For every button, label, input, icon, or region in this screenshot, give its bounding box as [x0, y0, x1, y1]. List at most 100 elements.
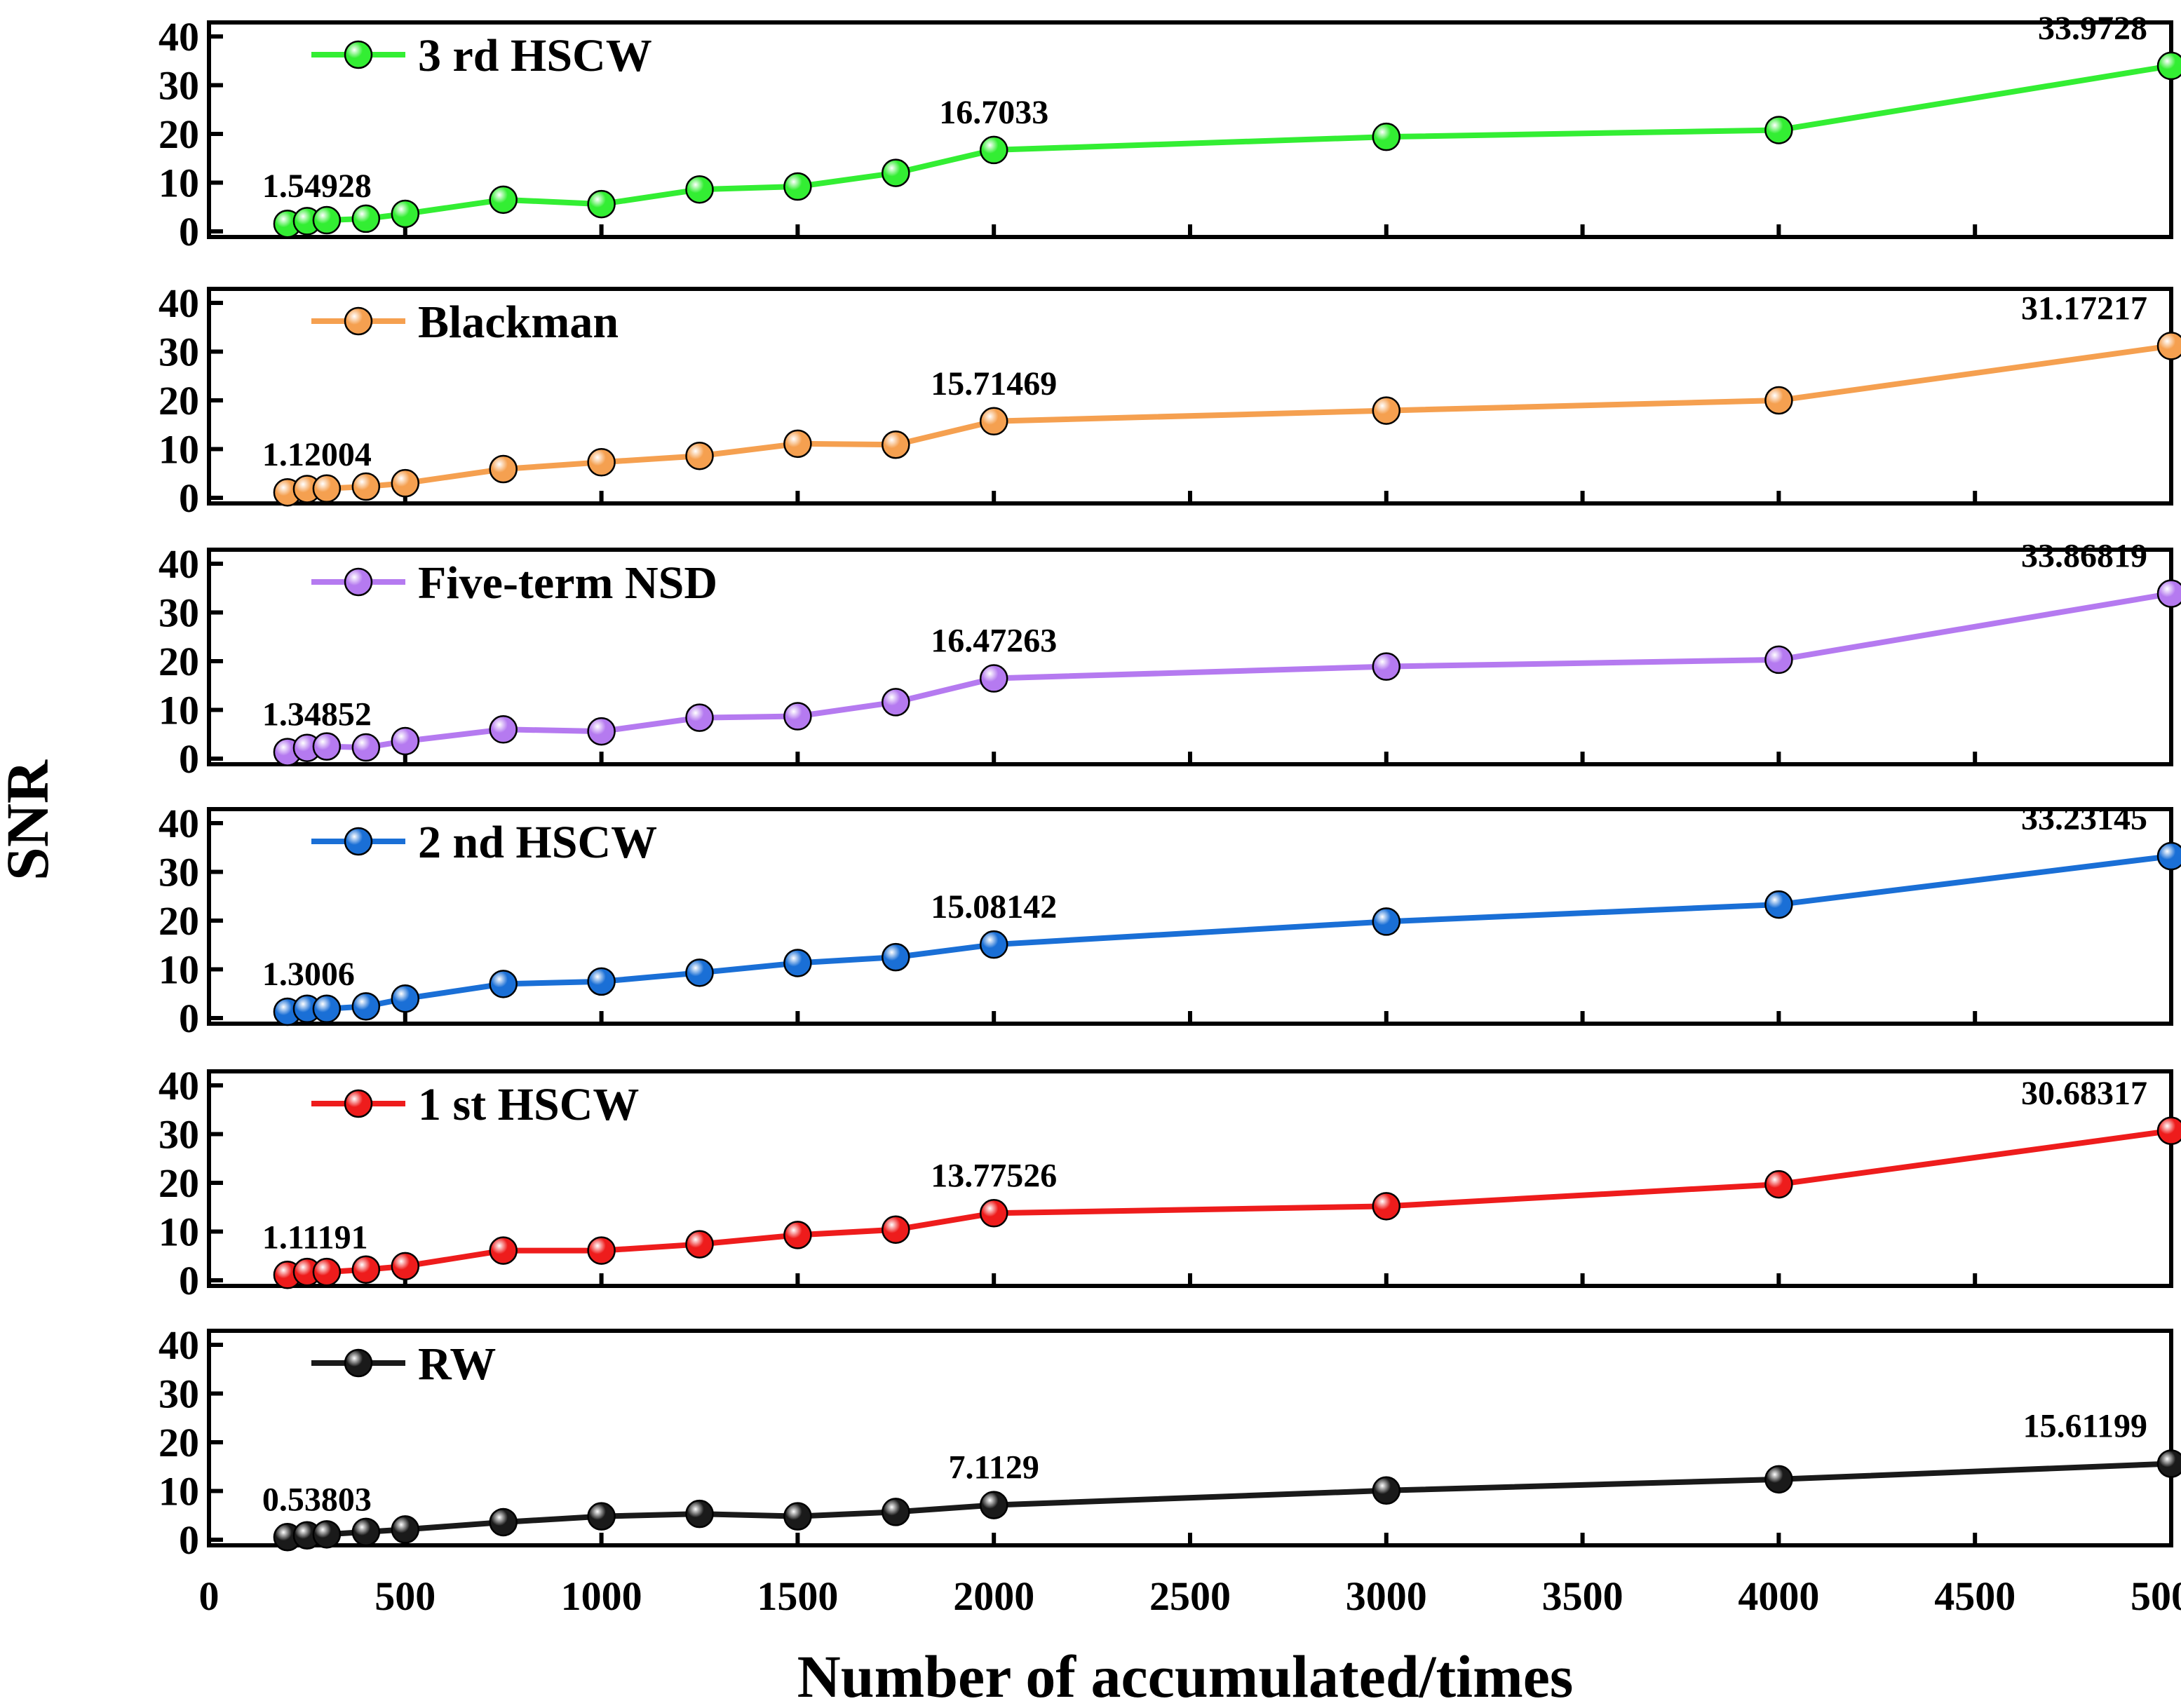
data-point — [1372, 652, 1401, 681]
data-label: 1.11191 — [262, 1219, 368, 1256]
data-point — [783, 172, 812, 201]
data-point — [979, 930, 1008, 959]
x-tick-label: 4500 — [1934, 1573, 2015, 1619]
data-point — [1372, 122, 1401, 151]
legend-label: 3 rd HSCW — [418, 30, 652, 81]
legend-label: 2 nd HSCW — [418, 817, 657, 868]
y-tick-label: 40 — [158, 1322, 199, 1368]
legend-marker — [344, 827, 373, 856]
data-point — [783, 702, 812, 731]
data-point — [882, 1215, 910, 1244]
y-tick-label: 0 — [179, 996, 199, 1041]
data-label: 1.54928 — [262, 168, 372, 205]
y-tick-label: 40 — [158, 14, 199, 60]
data-point — [2156, 1449, 2181, 1478]
x-tick-label: 1000 — [561, 1573, 642, 1619]
series-line — [287, 590, 2172, 755]
data-point — [1764, 1465, 1793, 1494]
x-tick-label: 2500 — [1149, 1573, 1231, 1619]
data-label: 15.08142 — [931, 888, 1057, 926]
y-tick-label: 40 — [158, 280, 199, 326]
data-point — [312, 1520, 342, 1549]
y-tick-label: 10 — [158, 1209, 199, 1255]
data-point — [685, 175, 714, 204]
data-point — [882, 942, 910, 972]
data-point — [312, 732, 342, 761]
y-tick-label: 20 — [158, 1420, 199, 1465]
y-tick-label: 40 — [158, 541, 199, 587]
data-point — [979, 1199, 1008, 1228]
data-point — [489, 970, 518, 998]
data-point — [587, 717, 616, 746]
data-point — [351, 204, 381, 233]
y-tick-label: 30 — [158, 63, 199, 109]
data-point — [1764, 890, 1793, 919]
data-point — [783, 949, 812, 977]
data-point — [1764, 1170, 1793, 1199]
series-line — [287, 1127, 2172, 1278]
data-label: 13.77526 — [931, 1157, 1057, 1194]
data-point — [391, 1252, 420, 1281]
data-point — [783, 1502, 812, 1531]
data-point — [587, 1236, 616, 1265]
data-label: 33.86819 — [2021, 538, 2147, 575]
data-point — [1372, 907, 1401, 936]
data-label: 33.23145 — [2021, 800, 2147, 837]
data-point — [979, 1491, 1008, 1519]
data-point — [2156, 1116, 2181, 1145]
data-point — [391, 1515, 420, 1544]
data-point — [312, 994, 342, 1024]
data-label: 15.71469 — [931, 365, 1057, 402]
data-point — [979, 135, 1008, 165]
data-point — [312, 1257, 342, 1287]
data-point — [1764, 645, 1793, 675]
y-tick-label: 20 — [158, 639, 199, 684]
data-point — [685, 441, 714, 470]
y-tick-label: 20 — [158, 111, 199, 157]
data-point — [882, 1498, 910, 1526]
data-point — [391, 199, 420, 229]
data-point — [587, 1502, 616, 1531]
series-line — [287, 343, 2172, 496]
legend-label: Blackman — [418, 297, 619, 348]
y-tick-label: 0 — [179, 1258, 199, 1303]
data-point — [685, 1499, 714, 1529]
data-point — [351, 1255, 381, 1284]
legend-marker — [344, 567, 373, 597]
data-point — [685, 703, 714, 732]
data-label: 33.9728 — [2038, 10, 2147, 47]
data-point — [882, 688, 910, 717]
data-point — [489, 1236, 518, 1265]
data-point — [312, 205, 342, 235]
y-tick-label: 20 — [158, 898, 199, 944]
y-tick-label: 20 — [158, 378, 199, 423]
data-point — [2156, 51, 2181, 81]
data-point — [783, 1221, 812, 1249]
data-point — [1372, 396, 1401, 425]
x-tick-label: 3000 — [1346, 1573, 1427, 1619]
data-point — [391, 984, 420, 1013]
data-label: 1.34852 — [262, 696, 372, 733]
data-point — [2156, 841, 2181, 871]
legend-marker — [344, 40, 373, 69]
data-point — [391, 468, 420, 498]
data-point — [882, 430, 910, 459]
series-line — [287, 62, 2172, 227]
data-point — [489, 454, 518, 484]
y-tick-label: 10 — [158, 1469, 199, 1514]
y-tick-label: 20 — [158, 1160, 199, 1206]
data-label: 1.3006 — [262, 956, 355, 993]
legend-marker — [344, 1348, 373, 1378]
data-point — [979, 407, 1008, 436]
x-tick-label: 4000 — [1738, 1573, 1819, 1619]
y-tick-label: 40 — [158, 801, 199, 846]
legend-label: 1 st HSCW — [418, 1079, 639, 1130]
y-tick-label: 0 — [179, 736, 199, 782]
y-tick-label: 40 — [158, 1063, 199, 1109]
